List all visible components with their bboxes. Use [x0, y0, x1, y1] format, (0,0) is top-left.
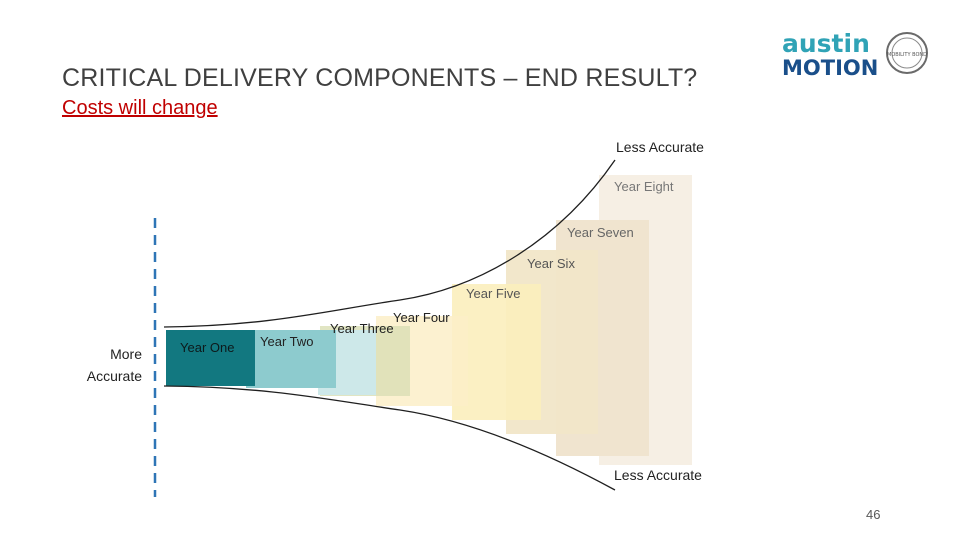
logo-text-austin: austin	[782, 29, 870, 58]
austin-motion-logo: austin MOTION MOBILITY BOND	[780, 28, 930, 82]
lower-boundary-curve	[163, 385, 616, 491]
more-accurate-label: More Accurate	[62, 343, 142, 387]
seal-text: MOBILITY BOND	[887, 52, 927, 58]
year-two-label: Year Two	[260, 334, 314, 349]
year-eight-label: Year Eight	[614, 179, 674, 194]
year-six-label: Year Six	[527, 256, 575, 271]
page-number: 46	[866, 507, 881, 522]
year-one-bar	[166, 330, 255, 386]
year-three-label: Year Three	[330, 321, 394, 336]
year-four-label: Year Four	[393, 310, 450, 325]
more-accurate-line1: More	[110, 346, 142, 362]
year-one-label: Year One	[180, 340, 235, 355]
slide-title: CRITICAL DELIVERY COMPONENTS – END RESUL…	[62, 64, 698, 92]
more-accurate-line2: Accurate	[86, 368, 142, 384]
mobility-bond-seal-icon: MOBILITY BOND	[886, 32, 928, 74]
top-less-accurate-label: Less Accurate	[616, 139, 704, 155]
year-seven-label: Year Seven	[567, 225, 634, 240]
logo-text-motion: MOTION	[782, 56, 878, 80]
year-two-bar	[246, 330, 336, 388]
slide-subtitle: Costs will change	[62, 97, 218, 119]
year-five-label: Year Five	[466, 286, 521, 301]
bottom-less-accurate-label: Less Accurate	[614, 467, 702, 483]
upper-boundary-curve	[163, 159, 616, 328]
